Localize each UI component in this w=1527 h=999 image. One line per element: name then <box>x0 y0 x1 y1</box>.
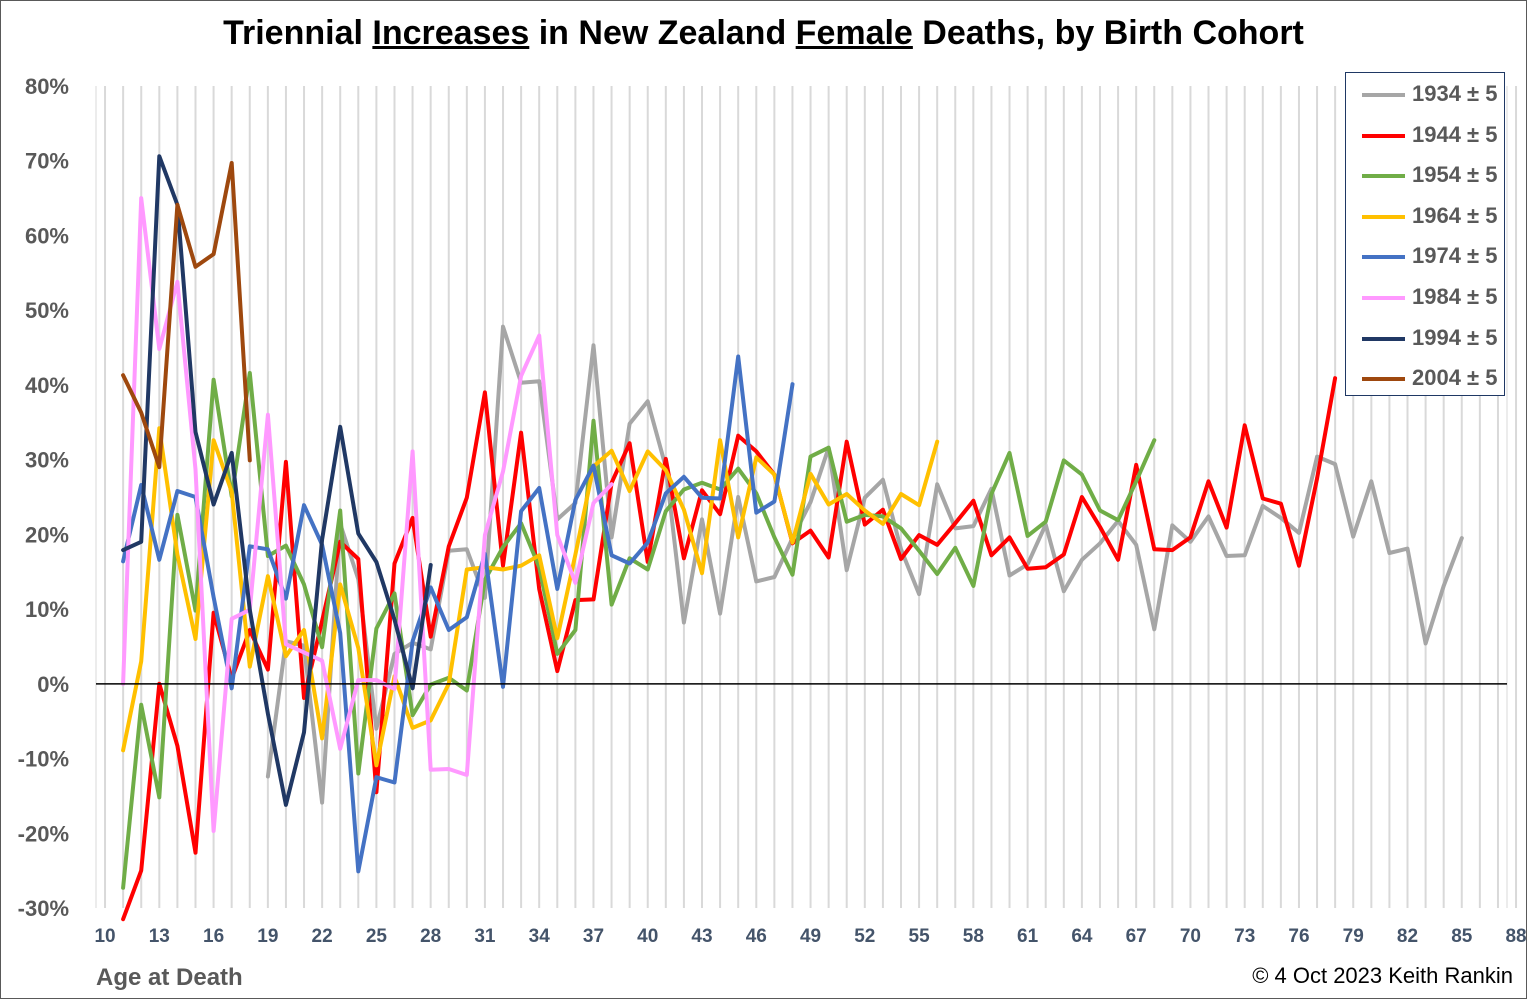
x-tick-label: 58 <box>963 926 984 947</box>
legend-item: 1954 ± 5 <box>1360 160 1500 190</box>
y-tick-label: 20% <box>25 522 69 547</box>
y-tick-label: 70% <box>25 149 69 174</box>
y-tick-label: -30% <box>18 896 69 921</box>
legend-item: 1944 ± 5 <box>1360 120 1500 150</box>
x-tick-label: 31 <box>474 926 496 947</box>
x-tick-label: 70 <box>1180 926 1201 947</box>
x-tick-label: 10 <box>94 926 115 947</box>
legend-label: 1974 ± 5 <box>1412 243 1498 269</box>
series-line <box>121 196 614 833</box>
y-tick-label: 40% <box>25 373 69 398</box>
y-tick-label: 0% <box>37 672 69 697</box>
x-tick-label: 52 <box>854 926 875 947</box>
x-tick-label: 73 <box>1234 926 1255 947</box>
series-line <box>121 426 940 768</box>
x-tick-label: 34 <box>529 926 551 947</box>
x-tick-label: 67 <box>1126 926 1147 947</box>
title-part: Deaths, by Birth Cohort <box>912 14 1304 52</box>
series-line <box>121 354 795 874</box>
y-tick-label: -10% <box>18 747 69 772</box>
legend-item: 1934 ± 5 <box>1360 79 1500 109</box>
legend-label: 1944 ± 5 <box>1412 121 1498 147</box>
title-part: Triennial <box>223 14 373 52</box>
legend-swatch <box>1362 133 1405 138</box>
x-tick-label: 85 <box>1451 926 1473 947</box>
legend-item: 1984 ± 5 <box>1360 282 1500 312</box>
legend-item: 1994 ± 5 <box>1360 323 1500 353</box>
y-tick-label: 80% <box>25 74 69 99</box>
title-part-underlined: Female <box>795 14 913 52</box>
series-line <box>121 371 1157 890</box>
y-tick-label: -20% <box>18 821 69 846</box>
legend-label: 1934 ± 5 <box>1412 81 1498 106</box>
legend-item: 1964 ± 5 <box>1360 201 1500 231</box>
x-tick-label: 13 <box>149 926 170 947</box>
legend-swatch <box>1362 255 1405 260</box>
legend-item: 2004 ± 5 <box>1360 363 1500 393</box>
legend-swatch <box>1362 93 1405 97</box>
y-tick-label: 50% <box>25 298 69 323</box>
x-tick-label: 25 <box>366 926 388 947</box>
legend-swatch <box>1362 214 1405 219</box>
legend-swatch <box>1362 377 1405 382</box>
x-tick-label: 19 <box>257 926 278 947</box>
y-tick-label: 30% <box>25 448 69 473</box>
x-tick-label: 28 <box>420 926 441 947</box>
x-tick-label: 88 <box>1505 926 1526 947</box>
title-part-underlined: Increases <box>372 14 530 52</box>
x-tick-label: 43 <box>691 926 712 947</box>
chart-title: Triennial Increases in New Zealand Femal… <box>0 14 1527 53</box>
x-tick-label: 40 <box>637 926 658 947</box>
series-line <box>121 154 433 807</box>
legend-swatch <box>1362 174 1405 179</box>
y-tick-label: 10% <box>25 597 69 622</box>
x-tick-label: 37 <box>583 926 604 947</box>
legend-label: 2004 ± 5 <box>1412 365 1498 391</box>
legend-label: 1994 ± 5 <box>1412 324 1498 350</box>
title-part: in New Zealand <box>529 14 796 52</box>
x-tick-label: 16 <box>203 926 224 947</box>
series-line <box>121 376 1338 922</box>
legend-label: 1954 ± 5 <box>1412 162 1498 188</box>
legend-label: 1984 ± 5 <box>1412 284 1498 309</box>
legend-swatch <box>1362 296 1405 300</box>
x-tick-label: 82 <box>1397 926 1418 947</box>
legend-label: 1964 ± 5 <box>1412 202 1498 228</box>
x-tick-label: 22 <box>312 926 333 947</box>
x-tick-label: 64 <box>1071 926 1093 947</box>
series-line <box>265 324 1464 805</box>
x-tick-label: 76 <box>1288 926 1309 947</box>
legend-swatch <box>1362 336 1405 341</box>
legend-item: 1974 ± 5 <box>1360 241 1500 271</box>
y-tick-label: 60% <box>25 223 69 248</box>
x-tick-label: 49 <box>800 926 821 947</box>
x-tick-label: 79 <box>1343 926 1364 947</box>
x-axis-label: Age at Death <box>96 964 243 991</box>
credit-text: © 4 Oct 2023 Keith Rankin <box>1252 963 1513 988</box>
x-tick-label: 61 <box>1017 926 1039 947</box>
series-line <box>121 161 252 470</box>
x-tick-label: 46 <box>746 926 767 947</box>
x-tick-label: 55 <box>909 926 931 947</box>
legend: 1934 ± 5 1944 ± 5 1954 ± 5 1964 ± 5 1974 ± 5… <box>1345 72 1505 396</box>
